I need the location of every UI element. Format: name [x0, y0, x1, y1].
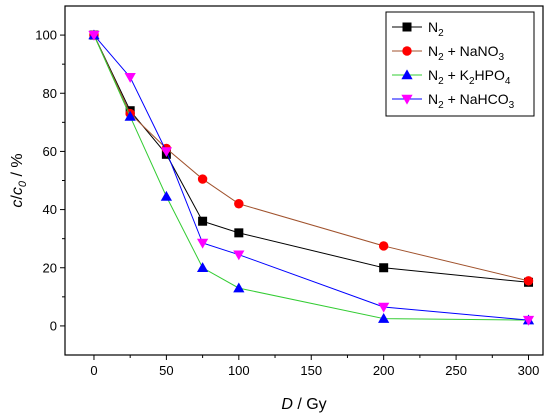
y-axis-unit: / %: [9, 153, 26, 181]
axes: 0 50 100 150 200 250 300 0 20 40 60 80 100: [35, 28, 539, 378]
data-point: [379, 263, 389, 273]
legend-label: N2: [428, 19, 444, 39]
data-point: [522, 315, 535, 326]
plot-area: [88, 29, 535, 326]
data-point: [234, 228, 244, 238]
data-point: [124, 110, 136, 121]
legend-label: N2 + K2HPO4: [428, 67, 511, 87]
data-point: [233, 282, 245, 293]
data-point: [233, 250, 245, 261]
legend-label: N2 + NaHCO3: [428, 91, 515, 111]
x-axis-variable: D: [281, 396, 293, 413]
x-tick-label: 50: [159, 363, 173, 378]
x-axis-title: D / Gy: [281, 396, 326, 413]
data-point: [160, 190, 173, 201]
legend-entry: N2: [392, 19, 444, 39]
y-tick-label: 60: [43, 144, 57, 159]
legend: N2 N2 + NaNO3 N2 + K2HPO4 N2 + NaHCO3: [385, 11, 535, 117]
data-point: [197, 174, 208, 184]
x-tick-label: 300: [518, 363, 540, 378]
legend-marker: [402, 22, 412, 32]
x-tick-label: 150: [300, 363, 322, 378]
x-tick-label: 0: [90, 363, 97, 378]
legend-entry: N2 + K2HPO4: [392, 67, 511, 87]
data-point: [196, 238, 209, 249]
x-tick-label: 100: [228, 363, 250, 378]
data-point: [234, 199, 244, 209]
data-point: [160, 147, 173, 158]
y-tick-label: 20: [43, 260, 57, 275]
data-point: [523, 276, 534, 286]
y-tick-label: 80: [43, 86, 57, 101]
y-axis-slash: /: [9, 195, 26, 200]
data-point: [378, 313, 390, 323]
legend-marker: [402, 46, 412, 56]
x-tick-label: 250: [445, 363, 467, 378]
series-3: [88, 30, 535, 326]
y-tick-label: 40: [43, 202, 57, 217]
data-point: [198, 216, 208, 226]
legend-entry: N2 + NaHCO3: [392, 91, 515, 111]
data-point: [196, 262, 209, 272]
data-point: [378, 302, 390, 313]
y-axis-title: c/c0 / %: [9, 153, 29, 207]
x-tick-label: 200: [373, 363, 395, 378]
y-tick-label: 0: [50, 318, 57, 333]
legend-marker: [401, 69, 413, 80]
legend-marker: [401, 94, 413, 105]
data-point: [124, 73, 136, 83]
data-point: [88, 30, 100, 41]
y-axis-subscript: 0: [17, 180, 29, 187]
legend-label: N2 + NaNO3: [428, 43, 505, 63]
y-axis-variable: c: [9, 200, 26, 208]
legend-entry: N2 + NaNO3: [392, 43, 505, 63]
x-axis-unit: / Gy: [293, 396, 327, 413]
y-axis-variable-2: c: [9, 187, 26, 195]
data-point: [378, 241, 389, 251]
y-tick-label: 100: [35, 28, 57, 43]
